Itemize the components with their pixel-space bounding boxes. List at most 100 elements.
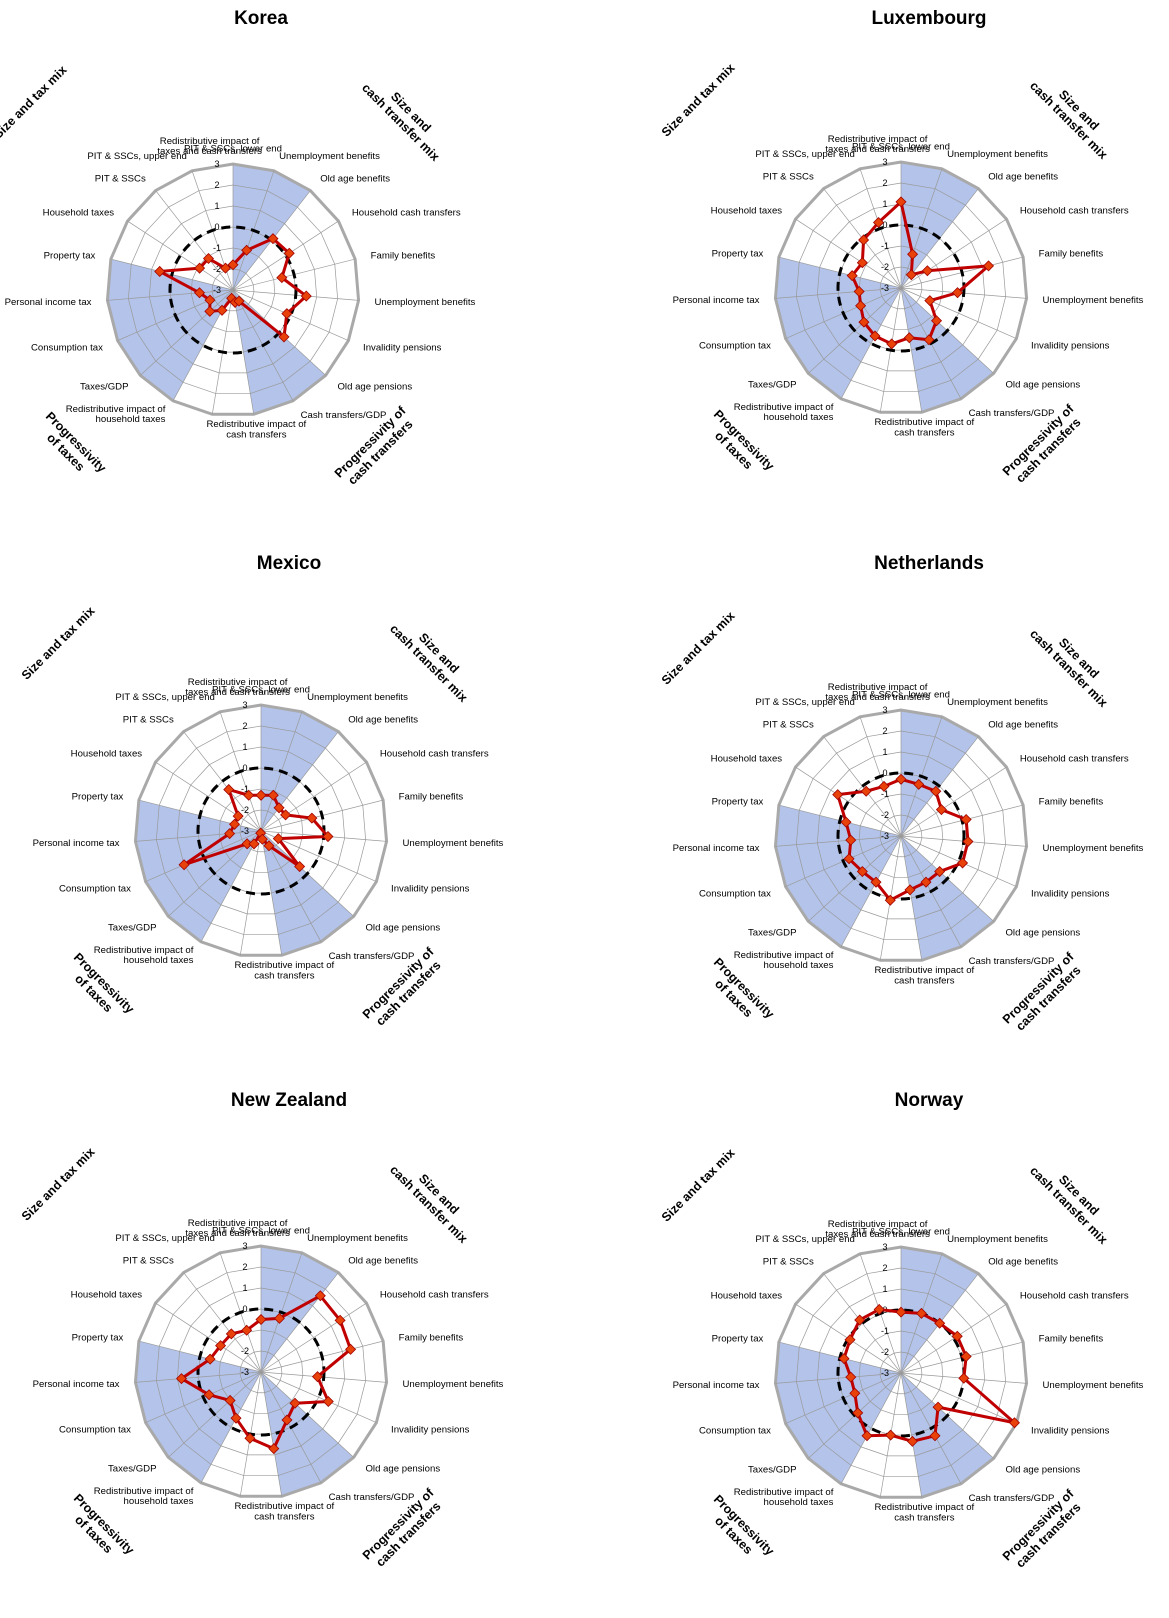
- data-point: [273, 802, 285, 814]
- category-label: Personal income tax: [5, 297, 92, 308]
- data-point: [932, 1401, 944, 1413]
- category-label: Old age pensions: [1005, 928, 1080, 939]
- shaded-sector: [901, 1253, 979, 1373]
- data-point: [860, 785, 872, 797]
- category-label: Property tax: [44, 251, 96, 262]
- data-point: [951, 1330, 963, 1342]
- grid-spoke: [260, 830, 283, 956]
- category-label: Household cash transfers: [380, 749, 489, 760]
- data-point: [962, 836, 974, 848]
- chart-title: Korea: [234, 8, 288, 29]
- category-label: Old age benefits: [320, 173, 390, 184]
- category-label: Property tax: [72, 1333, 124, 1344]
- category-label: Household taxes: [43, 208, 115, 219]
- axis-tick-label: -2: [241, 1346, 249, 1356]
- data-point: [884, 894, 896, 906]
- data-point: [929, 1430, 941, 1442]
- shaded-sector: [775, 1373, 901, 1424]
- grid-spoke: [900, 835, 923, 961]
- shaded-sector: [145, 831, 261, 917]
- data-point: [272, 833, 284, 845]
- shaded-sector: [808, 288, 901, 399]
- outer-ring: [773, 708, 1029, 962]
- radar-chart-panel: Netherlands 3 2 1 0 -1 -2 -3 Redistributive impa…: [584, 545, 1168, 1081]
- grid-spoke: [183, 1272, 262, 1373]
- category-label: Consumption tax: [699, 1425, 771, 1436]
- grid-ring: [816, 751, 986, 920]
- category-label: PIT & SSCs, upper end: [115, 1233, 215, 1244]
- chart-title: Luxembourg: [871, 8, 986, 29]
- axis-tick-label: 0: [214, 222, 219, 232]
- category-label: Redistributive impact of household taxes: [734, 402, 834, 423]
- shaded-sector: [901, 288, 994, 399]
- grid-ring: [218, 1329, 304, 1414]
- grid-spoke: [840, 1372, 902, 1484]
- grid-ring: [156, 725, 366, 935]
- data-point: [314, 1290, 326, 1302]
- grid-spoke: [260, 761, 367, 832]
- grid-spoke: [840, 835, 902, 947]
- data-point: [878, 780, 890, 792]
- category-label: Property tax: [72, 792, 124, 803]
- data-point: [856, 866, 868, 878]
- category-label: Household taxes: [711, 1291, 783, 1302]
- shaded-sector: [117, 290, 233, 376]
- category-label: Family benefits: [399, 792, 464, 803]
- axis-tick-label: 2: [882, 726, 887, 736]
- axis-tick-label: -3: [241, 1367, 249, 1377]
- shaded-sector: [233, 290, 293, 415]
- data-point: [281, 1414, 293, 1426]
- data-point: [322, 1396, 334, 1408]
- grid-ring: [879, 266, 923, 310]
- axis-tick-label: 1: [242, 742, 247, 752]
- data-point: [895, 773, 907, 785]
- axis-tick-label: 2: [242, 1262, 247, 1272]
- axis-tick-label: -1: [241, 784, 249, 794]
- grid-spoke: [795, 766, 902, 837]
- category-label: Family benefits: [1039, 1334, 1104, 1345]
- data-point: [872, 216, 885, 228]
- axis-tick-label: -1: [881, 241, 889, 251]
- data-point: [856, 257, 868, 269]
- chart-title: Mexico: [257, 553, 321, 574]
- category-label: PIT & SSCs: [763, 171, 814, 182]
- data-point: [175, 1373, 187, 1385]
- data-point: [849, 1387, 861, 1399]
- data-point: [855, 300, 867, 312]
- data-point: [958, 1372, 970, 1384]
- axis-tick-label: 1: [242, 1283, 247, 1293]
- data-point: [983, 260, 995, 272]
- axis-tick-label: 0: [882, 768, 887, 778]
- shaded-sector: [261, 831, 321, 956]
- category-label: Cash transfers/GDP: [969, 956, 1055, 967]
- grid-ring: [176, 746, 346, 915]
- data-point: [306, 812, 318, 824]
- group-label: Size and tax mix: [19, 1145, 98, 1224]
- data-point: [934, 866, 946, 878]
- grid-spoke: [155, 761, 262, 832]
- category-label: Redistributive impact of household taxes: [94, 945, 194, 966]
- data-point: [280, 809, 292, 821]
- data-point: [224, 828, 236, 840]
- radar-chart-panel: Korea 3 2 1 0 -1 -2 -3 Redistributive impact of t…: [0, 0, 584, 536]
- radar-chart-panel: Mexico 3 2 1 0 -1 -2 -3 Redistributive impact of…: [0, 545, 584, 1081]
- grid-spoke: [260, 1302, 367, 1373]
- category-label: PIT & SSCs, upper end: [755, 697, 855, 708]
- data-point: [853, 285, 865, 297]
- shaded-sector: [261, 1372, 321, 1497]
- axis-tick-label: -3: [241, 826, 249, 836]
- category-label: PIT & SSCs, lower end: [852, 141, 950, 152]
- data-point: [263, 840, 275, 852]
- data-point: [233, 295, 245, 307]
- radar-chart-svg: Luxembourg 3 2 1 0 -1 -2 -3 Redistributive impac…: [659, 8, 1144, 486]
- category-label: Invalidity pensions: [1031, 1425, 1110, 1436]
- category-label: Cash transfers/GDP: [969, 1493, 1055, 1504]
- grid-spoke: [775, 287, 902, 299]
- data-point: [194, 262, 206, 274]
- grid-spoke: [232, 220, 339, 291]
- category-label: Redistributive impact of taxes and cash t…: [825, 134, 930, 155]
- grid-ring: [190, 247, 276, 332]
- grid-ring: [879, 1351, 923, 1395]
- data-point: [951, 287, 964, 299]
- group-label: Size and tax mix: [659, 1146, 738, 1225]
